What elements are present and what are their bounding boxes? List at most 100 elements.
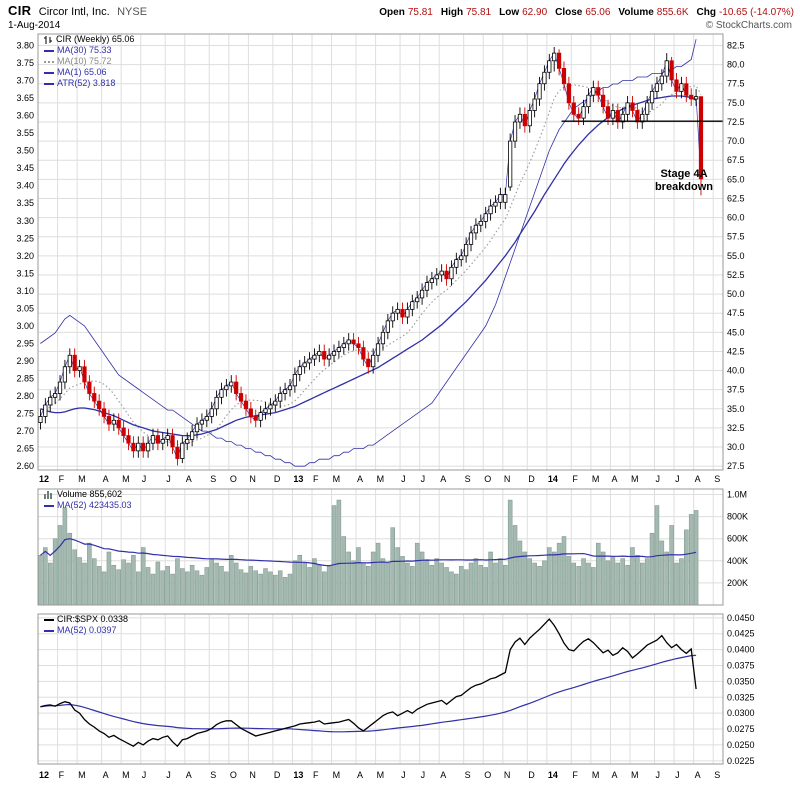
svg-text:F: F xyxy=(59,770,65,780)
volume-ma-line-icon xyxy=(44,504,54,507)
svg-text:N: N xyxy=(504,770,511,780)
ma1-legend-label: MA(1) 65.06 xyxy=(57,67,107,77)
svg-text:O: O xyxy=(484,474,491,484)
svg-text:52.5: 52.5 xyxy=(727,270,745,280)
svg-text:D: D xyxy=(274,474,281,484)
volume-bars-icon xyxy=(44,490,54,499)
svg-text:3.75: 3.75 xyxy=(16,58,34,68)
svg-text:A: A xyxy=(695,770,701,780)
svg-text:13: 13 xyxy=(293,474,303,484)
svg-text:S: S xyxy=(465,770,471,780)
svg-text:A: A xyxy=(103,770,109,780)
svg-text:J: J xyxy=(656,770,661,780)
title-block: CIR Circor Intl, Inc. NYSE xyxy=(8,4,147,19)
stage-breakdown-annotation: Stage 4A breakdown xyxy=(638,168,730,194)
svg-text:M: M xyxy=(333,474,341,484)
svg-text:0.0225: 0.0225 xyxy=(727,756,755,766)
quote-label: Low xyxy=(499,7,520,18)
volume-panel: 200K 400K 600K 800K 1.0M Volume 855,602 MA(5… xyxy=(0,487,800,612)
svg-text:400K: 400K xyxy=(727,556,748,566)
svg-text:J: J xyxy=(675,770,680,780)
exchange-name: NYSE xyxy=(117,6,148,18)
svg-text:47.5: 47.5 xyxy=(727,308,745,318)
svg-text:2.90: 2.90 xyxy=(16,356,34,366)
svg-text:3.25: 3.25 xyxy=(16,233,34,243)
svg-text:N: N xyxy=(249,770,256,780)
svg-text:35.0: 35.0 xyxy=(727,404,745,414)
svg-text:600K: 600K xyxy=(727,534,748,544)
quote-value: 75.81 xyxy=(407,7,433,18)
svg-text:3.50: 3.50 xyxy=(16,146,34,156)
svg-text:M: M xyxy=(377,770,385,780)
svg-text:65.0: 65.0 xyxy=(727,174,745,184)
svg-text:J: J xyxy=(142,770,147,780)
ratio-legend: CIR:$SPX 0.0338 MA(52) 0.0397 xyxy=(44,614,128,636)
svg-text:0.0375: 0.0375 xyxy=(727,660,755,670)
price-chart: 12 F M A M J J A S O N D 13 F M A M J J A S O N D 14 F M A M J J A S 27.5… xyxy=(16,33,745,484)
quote-label: Chg xyxy=(696,7,716,18)
svg-text:82.5: 82.5 xyxy=(727,40,745,50)
volume-legend-label: Volume 855,602 xyxy=(57,489,123,499)
quote-value: -10.65 (-14.07%) xyxy=(718,7,794,18)
svg-text:D: D xyxy=(528,474,535,484)
quote-value: 75.81 xyxy=(466,7,492,18)
svg-text:75.0: 75.0 xyxy=(727,98,745,108)
quote-value: 855.6K xyxy=(656,7,689,18)
price-legend: CIR (Weekly) 65.06 MA(30) 75.33 MA(10) 7… xyxy=(44,34,134,89)
svg-text:0.0250: 0.0250 xyxy=(727,740,755,750)
svg-text:M: M xyxy=(78,474,86,484)
annotation-line2: breakdown xyxy=(654,181,714,193)
volume-ma-legend-label: MA(52) 423435.03 xyxy=(57,500,132,510)
ratio-line-icon xyxy=(44,618,54,621)
ticker-symbol: CIR xyxy=(8,3,32,18)
svg-text:42.5: 42.5 xyxy=(727,346,745,356)
svg-text:J: J xyxy=(166,770,171,780)
svg-text:N: N xyxy=(249,474,256,484)
volume-chart: 200K 400K 600K 800K 1.0M xyxy=(37,488,748,606)
svg-text:0.0450: 0.0450 xyxy=(727,613,755,623)
svg-text:A: A xyxy=(186,770,192,780)
ma10-line-icon xyxy=(44,60,54,63)
price-panel: 12 F M A M J J A S O N D 13 F M A M J J A S O N D 14 F M A M J J A S 27.5… xyxy=(0,32,800,487)
quote-label: High xyxy=(440,7,464,18)
svg-text:F: F xyxy=(572,474,578,484)
volume-legend: Volume 855,602 MA(52) 423435.03 xyxy=(44,489,132,511)
svg-text:0.0275: 0.0275 xyxy=(727,724,755,734)
svg-text:A: A xyxy=(695,474,701,484)
quote-label: Volume xyxy=(618,7,654,18)
svg-text:S: S xyxy=(210,770,216,780)
copyright-notice: © StockCharts.com xyxy=(705,20,792,31)
svg-text:O: O xyxy=(484,770,491,780)
quote-label: Open xyxy=(379,7,405,18)
atr-legend-label: ATR(52) 3.818 xyxy=(57,78,116,88)
svg-text:67.5: 67.5 xyxy=(727,155,745,165)
svg-text:37.5: 37.5 xyxy=(727,385,745,395)
svg-text:1.0M: 1.0M xyxy=(727,490,747,500)
svg-text:3.15: 3.15 xyxy=(16,268,34,278)
svg-text:3.80: 3.80 xyxy=(16,40,34,50)
quote-label: Close xyxy=(555,7,583,18)
ratio-chart: 0.0225 0.0250 0.0275 0.0300 0.0325 0.0350 0.03… xyxy=(37,613,755,780)
svg-text:3.35: 3.35 xyxy=(16,198,34,208)
svg-text:55.0: 55.0 xyxy=(727,251,745,261)
svg-text:800K: 800K xyxy=(727,512,748,522)
svg-text:32.5: 32.5 xyxy=(727,423,745,433)
svg-text:3.00: 3.00 xyxy=(16,321,34,331)
ma30-legend-label: MA(30) 75.33 xyxy=(57,45,112,55)
svg-text:2.60: 2.60 xyxy=(16,461,34,471)
svg-text:3.40: 3.40 xyxy=(16,181,34,191)
svg-text:40.0: 40.0 xyxy=(727,366,745,376)
svg-text:D: D xyxy=(274,770,281,780)
svg-text:M: M xyxy=(122,770,130,780)
svg-text:M: M xyxy=(377,474,385,484)
svg-text:50.0: 50.0 xyxy=(727,289,745,299)
svg-text:14: 14 xyxy=(548,770,558,780)
svg-text:A: A xyxy=(103,474,109,484)
svg-text:62.5: 62.5 xyxy=(727,193,745,203)
svg-text:S: S xyxy=(465,474,471,484)
svg-text:J: J xyxy=(675,474,680,484)
svg-text:3.55: 3.55 xyxy=(16,128,34,138)
svg-text:80.0: 80.0 xyxy=(727,60,745,70)
svg-text:3.30: 3.30 xyxy=(16,216,34,226)
company-name: Circor Intl, Inc. xyxy=(38,6,110,18)
